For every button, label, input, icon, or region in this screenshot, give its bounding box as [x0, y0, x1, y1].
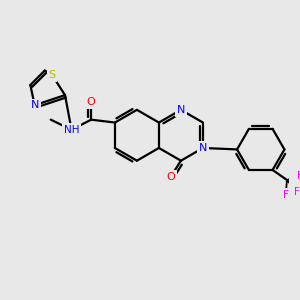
Text: NH: NH — [64, 125, 79, 135]
Text: F: F — [294, 187, 300, 197]
Text: N: N — [31, 100, 39, 110]
Text: N: N — [177, 105, 185, 115]
Text: S: S — [48, 70, 56, 80]
Text: F: F — [283, 190, 289, 200]
Text: N: N — [199, 143, 207, 153]
Text: F: F — [297, 171, 300, 181]
Text: O: O — [167, 172, 175, 182]
Text: O: O — [87, 97, 96, 107]
